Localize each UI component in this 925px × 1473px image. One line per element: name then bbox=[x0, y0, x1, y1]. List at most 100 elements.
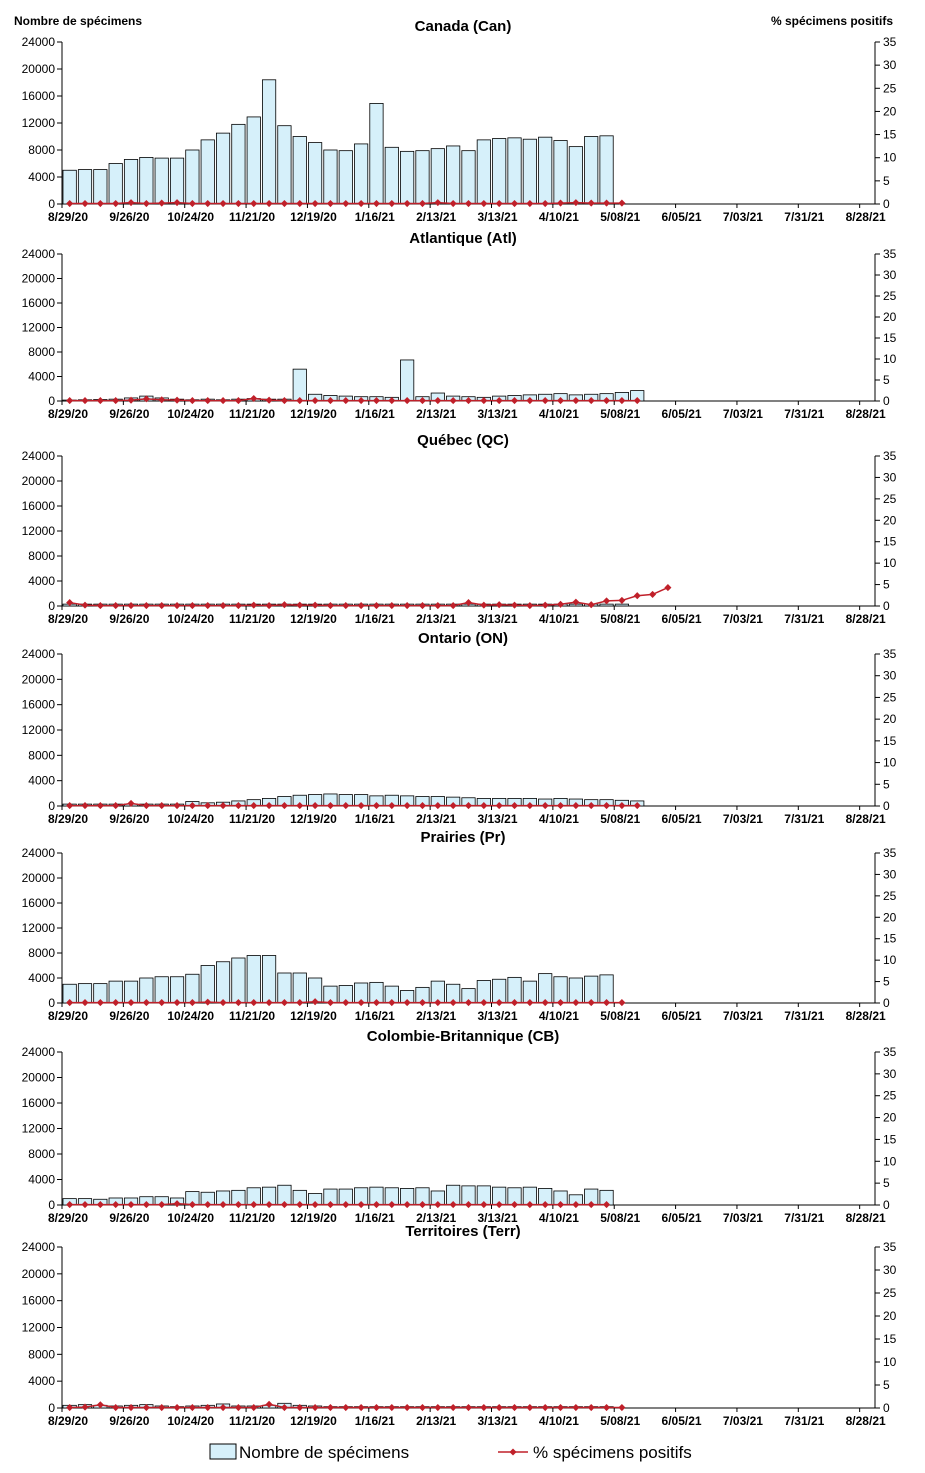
legend-line-marker bbox=[509, 1448, 517, 1456]
positive-point bbox=[296, 200, 304, 208]
x-tick-label: 6/05/21 bbox=[662, 1009, 702, 1023]
right-tick-label: 25 bbox=[883, 1089, 897, 1103]
positive-point bbox=[403, 397, 411, 405]
bar bbox=[538, 973, 553, 1004]
x-tick-label: 11/21/20 bbox=[229, 210, 275, 224]
positive-point bbox=[541, 397, 549, 405]
x-tick-label: 9/26/20 bbox=[109, 812, 149, 826]
left-tick-label: 12000 bbox=[22, 321, 56, 335]
x-tick-label: 8/28/21 bbox=[846, 1414, 886, 1428]
positive-point bbox=[541, 802, 549, 810]
positive-point bbox=[280, 397, 288, 405]
bar bbox=[277, 125, 292, 205]
positive-point bbox=[342, 397, 350, 405]
x-tick-label: 8/29/20 bbox=[48, 612, 88, 626]
bar bbox=[292, 972, 307, 1004]
positive-point bbox=[204, 802, 212, 810]
positive-point bbox=[434, 999, 442, 1007]
positive-point bbox=[618, 1404, 626, 1412]
positive-point bbox=[434, 1404, 442, 1412]
x-tick-label: 12/19/20 bbox=[290, 407, 337, 421]
bar bbox=[231, 957, 246, 1004]
positive-point bbox=[388, 999, 396, 1007]
positive-point bbox=[265, 200, 273, 208]
positive-point bbox=[127, 799, 135, 807]
positive-point bbox=[618, 397, 626, 405]
positive-point bbox=[357, 200, 365, 208]
positive-point bbox=[311, 200, 319, 208]
x-tick-label: 1/16/21 bbox=[355, 1414, 395, 1428]
positive-point bbox=[388, 1404, 396, 1412]
positive-point bbox=[342, 802, 350, 810]
x-tick-label: 1/16/21 bbox=[355, 1211, 395, 1225]
positive-point bbox=[96, 200, 104, 208]
positive-point bbox=[633, 802, 641, 810]
positive-point bbox=[81, 999, 89, 1007]
positive-point bbox=[234, 397, 242, 405]
x-tick-label: 8/29/20 bbox=[48, 812, 88, 826]
left-tick-label: 8000 bbox=[28, 1147, 55, 1161]
left-tick-label: 12000 bbox=[22, 1321, 56, 1335]
bar bbox=[415, 150, 430, 205]
x-tick-label: 8/29/20 bbox=[48, 1211, 88, 1225]
positive-point bbox=[510, 802, 519, 810]
right-tick-label: 0 bbox=[883, 197, 890, 211]
positive-point bbox=[541, 601, 549, 609]
x-tick-label: 11/21/20 bbox=[229, 1009, 275, 1023]
x-tick-label: 7/03/21 bbox=[723, 1211, 763, 1225]
right-tick-label: 35 bbox=[883, 1240, 897, 1254]
right-tick-label: 0 bbox=[883, 799, 890, 813]
left-tick-label: 0 bbox=[48, 1198, 55, 1212]
left-tick-label: 4000 bbox=[28, 1173, 55, 1187]
bar bbox=[308, 142, 323, 205]
positive-point bbox=[311, 802, 319, 810]
positive-point bbox=[265, 999, 273, 1007]
positive-point bbox=[434, 802, 442, 810]
right-tick-label: 30 bbox=[883, 669, 897, 683]
positive-point bbox=[480, 601, 488, 609]
positive-point bbox=[480, 397, 488, 405]
x-tick-label: 8/28/21 bbox=[846, 407, 886, 421]
positive-point bbox=[587, 999, 595, 1007]
left-tick-label: 4000 bbox=[28, 574, 55, 588]
positive-point bbox=[603, 999, 611, 1007]
bar bbox=[246, 955, 261, 1004]
x-tick-label: 10/24/20 bbox=[167, 612, 214, 626]
x-tick-label: 12/19/20 bbox=[290, 210, 337, 224]
positive-point bbox=[342, 999, 350, 1007]
positive-point bbox=[664, 584, 672, 592]
positive-point bbox=[449, 602, 457, 610]
positive-point bbox=[158, 999, 166, 1007]
positive-point bbox=[510, 601, 519, 609]
positive-point bbox=[388, 200, 396, 208]
x-tick-label: 2/13/21 bbox=[416, 1414, 456, 1428]
positive-point bbox=[357, 1404, 365, 1412]
positive-point bbox=[311, 998, 319, 1006]
positive-point bbox=[96, 999, 104, 1007]
legend-line-label: % spécimens positifs bbox=[533, 1443, 692, 1462]
bar bbox=[599, 603, 614, 607]
x-tick-label: 8/28/21 bbox=[846, 812, 886, 826]
positive-point bbox=[342, 1404, 350, 1412]
right-tick-label: 20 bbox=[883, 1111, 897, 1125]
positive-point bbox=[464, 999, 473, 1007]
positive-point bbox=[250, 1404, 258, 1412]
positive-point bbox=[81, 200, 89, 208]
x-tick-label: 4/10/21 bbox=[539, 812, 579, 826]
bar bbox=[461, 150, 476, 205]
bar bbox=[538, 136, 553, 205]
bar bbox=[354, 143, 369, 205]
positive-point bbox=[234, 602, 242, 610]
positive-point bbox=[142, 395, 150, 403]
chart-panel-2: Atlantique (Atl) 0 4000 8000 12000 16000 20000… bbox=[22, 230, 897, 421]
bar bbox=[77, 169, 93, 205]
positive-point bbox=[388, 397, 396, 405]
positive-point bbox=[204, 397, 212, 405]
left-tick-label: 24000 bbox=[22, 1045, 56, 1059]
x-tick-label: 6/05/21 bbox=[662, 210, 702, 224]
x-tick-label: 10/24/20 bbox=[167, 1414, 214, 1428]
positive-point bbox=[510, 397, 519, 405]
legend-bar-label: Nombre de spécimens bbox=[239, 1443, 409, 1462]
left-tick-label: 16000 bbox=[22, 896, 56, 910]
x-tick-label: 2/13/21 bbox=[416, 612, 456, 626]
